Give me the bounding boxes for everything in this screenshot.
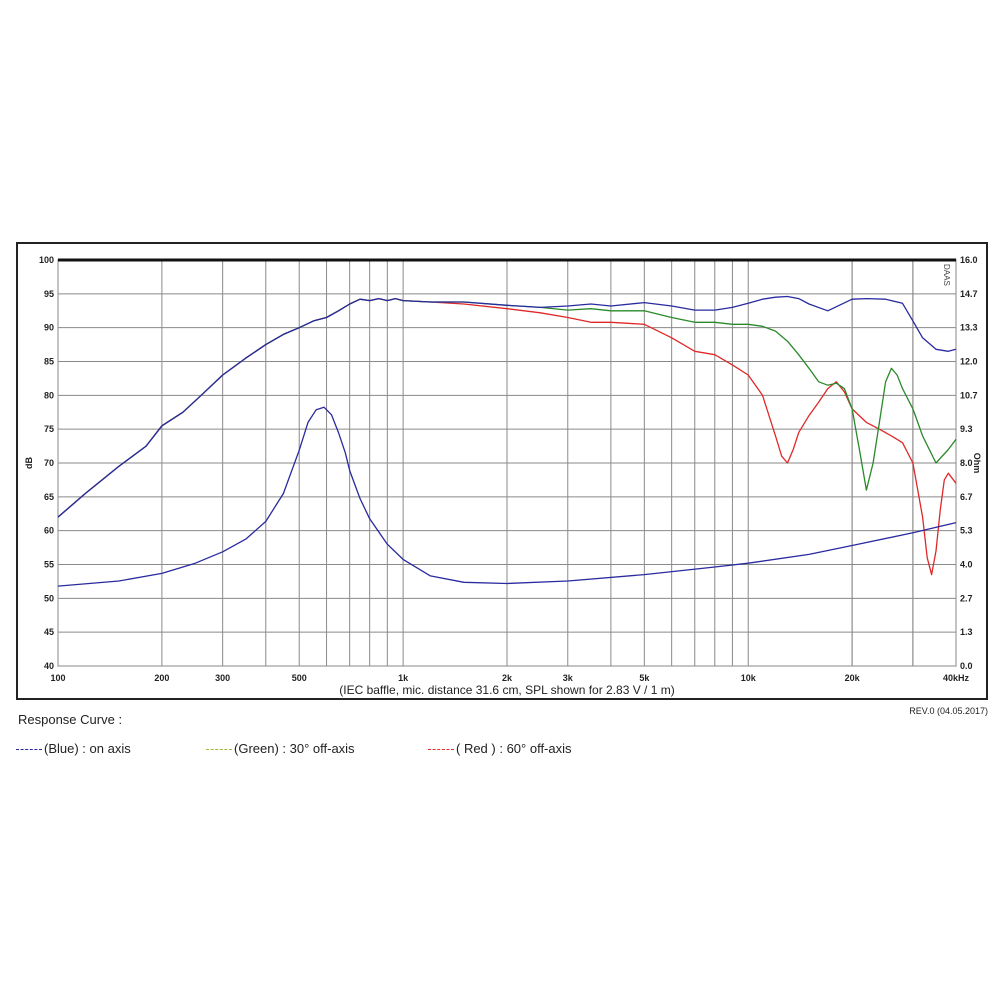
y-tick-label: 65: [44, 492, 54, 502]
legend-label-blue: (Blue) : on axis: [44, 741, 131, 756]
y2-tick-label: 9.3: [960, 424, 973, 434]
y-tick-label: 45: [44, 627, 54, 637]
x-tick-label: 200: [154, 673, 169, 683]
legend-title: Response Curve :: [18, 712, 123, 727]
y2-tick-label: 2.7: [960, 593, 973, 603]
legend-label-red: ( Red ) : 60° off-axis: [456, 741, 572, 756]
legend-swatch-red: [428, 749, 454, 751]
x-tick-label: 40kHz: [943, 673, 970, 683]
revision-label: REV.0 (04.05.2017): [909, 706, 988, 716]
y-tick-label: 85: [44, 357, 54, 367]
y-tick-label: 80: [44, 390, 54, 400]
y-tick-label: 55: [44, 560, 54, 570]
legend-item-blue: (Blue) : on axis: [16, 741, 131, 756]
y-tick-label: 90: [44, 323, 54, 333]
x-tick-label: 1k: [398, 673, 409, 683]
x-tick-label: 5k: [639, 673, 650, 683]
y2-tick-label: 13.3: [960, 323, 978, 333]
y2-tick-label: 4.0: [960, 560, 973, 570]
x-tick-label: 300: [215, 673, 230, 683]
y2-tick-label: 14.7: [960, 289, 978, 299]
y-axis-label: dB: [24, 457, 34, 469]
y-tick-label: 100: [39, 255, 54, 265]
y2-axis-label: Ohm: [972, 453, 982, 474]
y2-tick-label: 5.3: [960, 526, 973, 536]
x-axis-label: (IEC baffle, mic. distance 31.6 cm, SPL …: [339, 683, 674, 697]
legend-item-red: ( Red ) : 60° off-axis: [428, 741, 572, 756]
x-tick-label: 10k: [741, 673, 757, 683]
impedance-line: [57, 406, 957, 587]
x-tick-label: 500: [292, 673, 307, 683]
x-tick-label: 3k: [563, 673, 574, 683]
legend-item-green: (Green) : 30° off-axis: [206, 741, 355, 756]
y-tick-label: 40: [44, 661, 54, 671]
y-tick-label: 95: [44, 289, 54, 299]
y2-tick-label: 12.0: [960, 357, 978, 367]
y-tick-label: 70: [44, 458, 54, 468]
x-tick-label: 20k: [845, 673, 861, 683]
legend-label-green: (Green) : 30° off-axis: [234, 741, 355, 756]
x-tick-label: 100: [50, 673, 65, 683]
corner-label: DAAS: [942, 264, 951, 286]
legend-swatch-blue: [16, 749, 42, 751]
chart-frame: 100 200 300 500 1k 2k 3k 5k 10k 20k 40kHz 100 95 90 85…: [16, 242, 988, 700]
y2-tick-label: 16.0: [960, 255, 978, 265]
y2-tick-label: 6.7: [960, 492, 973, 502]
series-line-blue: [57, 295, 957, 518]
y-tick-label: 50: [44, 593, 54, 603]
y-tick-label: 60: [44, 526, 54, 536]
y-tick-label: 75: [44, 424, 54, 434]
y2-tick-label: 10.7: [960, 390, 978, 400]
response-chart: 100 200 300 500 1k 2k 3k 5k 10k 20k 40kHz 100 95 90 85…: [24, 255, 982, 697]
y2-tick-label: 1.3: [960, 627, 973, 637]
y2-tick-label: 0.0: [960, 661, 973, 671]
x-tick-label: 2k: [502, 673, 513, 683]
legend-swatch-green: [206, 749, 232, 751]
y2-tick-label: 8.0: [960, 458, 973, 468]
